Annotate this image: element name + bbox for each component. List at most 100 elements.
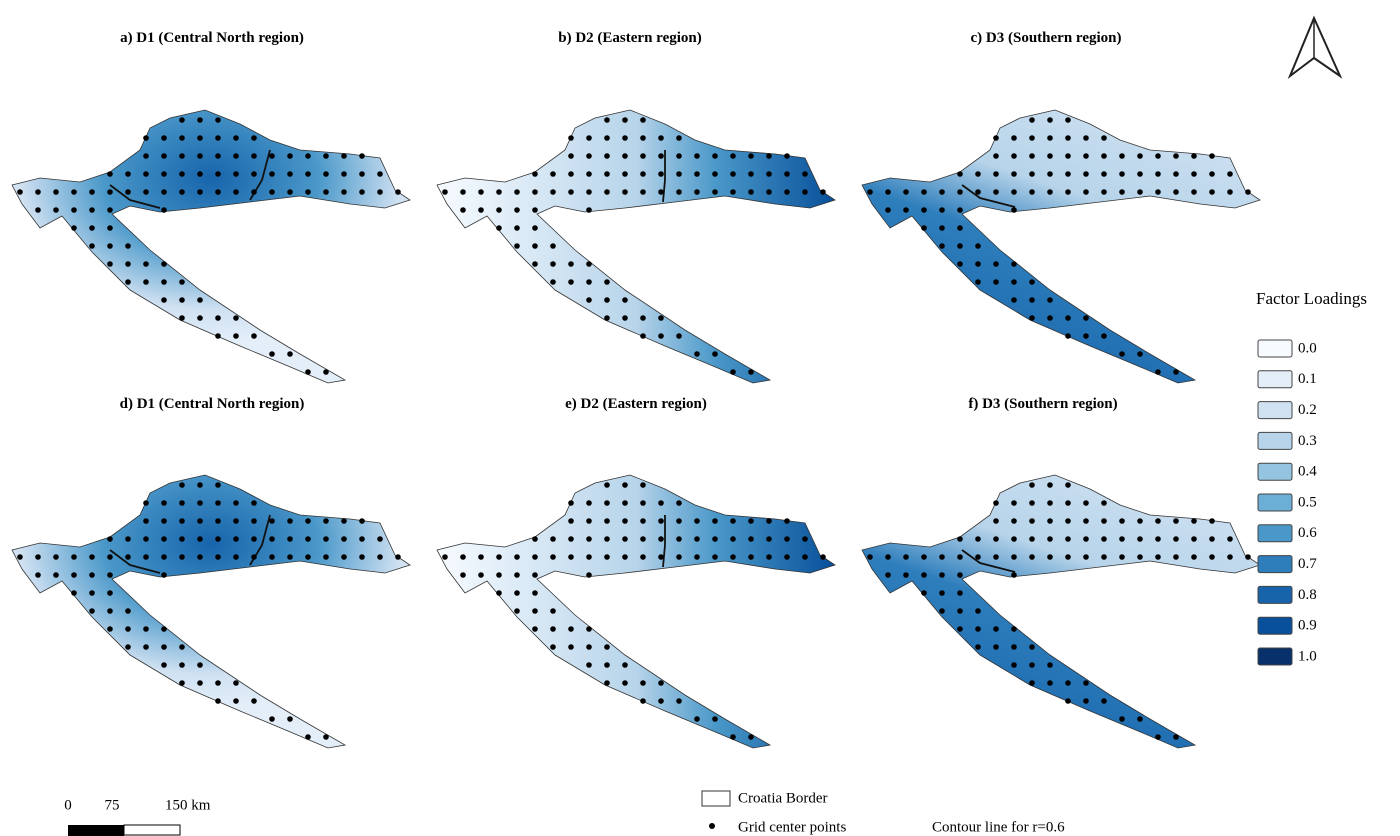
- grid-point: [766, 554, 772, 560]
- grid-point: [179, 135, 185, 141]
- legend-swatch: [1257, 647, 1293, 666]
- grid-point: [1101, 536, 1107, 542]
- grid-point: [568, 500, 574, 506]
- legend-label: 0.6: [1298, 525, 1317, 541]
- grid-point: [748, 518, 754, 524]
- grid-point: [1011, 500, 1017, 506]
- grid-point: [161, 626, 167, 632]
- grid-point: [975, 608, 981, 614]
- grid-point: [604, 171, 610, 177]
- grid-point: [640, 536, 646, 542]
- grid-point: [939, 554, 945, 560]
- grid-point: [1173, 734, 1179, 740]
- grid-point: [179, 482, 185, 488]
- grid-point: [1065, 518, 1071, 524]
- grid-point: [820, 189, 826, 195]
- grid-point: [1011, 572, 1017, 578]
- grid-point: [179, 536, 185, 542]
- grid-point: [586, 500, 592, 506]
- grid-point: [161, 554, 167, 560]
- grid-point: [748, 536, 754, 542]
- grid-point: [89, 608, 95, 614]
- grid-point: [1155, 536, 1161, 542]
- grid-point: [215, 171, 221, 177]
- panels: [11, 109, 1261, 749]
- grid-point: [1173, 153, 1179, 159]
- grid-point: [197, 518, 203, 524]
- grid-point: [1011, 171, 1017, 177]
- grid-point: [1119, 716, 1125, 722]
- grid-point: [1101, 698, 1107, 704]
- grid-point: [1047, 518, 1053, 524]
- grid-point: [993, 500, 999, 506]
- grid-point: [125, 608, 131, 614]
- grid-point: [179, 117, 185, 123]
- grid-point: [957, 243, 963, 249]
- grid-point: [975, 536, 981, 542]
- grid-point: [784, 189, 790, 195]
- grid-point: [1209, 153, 1215, 159]
- grid-point: [125, 554, 131, 560]
- scale-bar: [123, 824, 181, 836]
- grid-point: [975, 626, 981, 632]
- grid-point: [550, 189, 556, 195]
- grid-point: [532, 261, 538, 267]
- grid-point: [496, 554, 502, 560]
- grid-point: [125, 189, 131, 195]
- grid-point: [532, 171, 538, 177]
- grid-point: [179, 680, 185, 686]
- grid-point: [1011, 644, 1017, 650]
- legend-label: 0.2: [1298, 402, 1317, 418]
- grid-point: [1209, 554, 1215, 560]
- grid-point: [514, 554, 520, 560]
- grid-point: [125, 171, 131, 177]
- grid-point: [143, 171, 149, 177]
- grid-point: [1173, 171, 1179, 177]
- grid-point: [287, 189, 293, 195]
- grid-point: [1137, 518, 1143, 524]
- grid-point: [1047, 117, 1053, 123]
- grid-point: [197, 482, 203, 488]
- grid-point: [1209, 518, 1215, 524]
- grid-point: [1065, 482, 1071, 488]
- grid-point: [287, 351, 293, 357]
- grid-point: [1227, 536, 1233, 542]
- grid-point: [784, 518, 790, 524]
- legend-label: 0.3: [1298, 433, 1317, 449]
- grid-point: [1119, 554, 1125, 560]
- grid-point: [1029, 117, 1035, 123]
- grid-point: [676, 698, 682, 704]
- grid-point: [1065, 171, 1071, 177]
- panel-title: e) D2 (Eastern region): [565, 396, 707, 412]
- legend-swatch: [1257, 431, 1293, 450]
- grid-point: [107, 626, 113, 632]
- grid-point: [269, 171, 275, 177]
- grid-point: [1191, 171, 1197, 177]
- grid-point: [107, 554, 113, 560]
- grid-point: [323, 518, 329, 524]
- grid-point: [215, 117, 221, 123]
- grid-point: [658, 153, 664, 159]
- grid-point: [53, 572, 59, 578]
- grid-point: [179, 662, 185, 668]
- grid-point: [179, 644, 185, 650]
- grid-point: [305, 171, 311, 177]
- map-panel: [436, 109, 836, 384]
- grid-point: [1155, 189, 1161, 195]
- grid-point: [676, 554, 682, 560]
- grid-point: [478, 572, 484, 578]
- grid-point: [377, 171, 383, 177]
- grid-point: [161, 279, 167, 285]
- grid-point: [604, 518, 610, 524]
- grid-point: [460, 554, 466, 560]
- grid-point: [197, 135, 203, 141]
- grid-point: [957, 225, 963, 231]
- grid-point: [622, 680, 628, 686]
- grid-point: [514, 225, 520, 231]
- grid-point: [1083, 554, 1089, 560]
- grid-point: [867, 554, 873, 560]
- grid-point: [233, 153, 239, 159]
- grid-point: [287, 554, 293, 560]
- grid-point: [197, 117, 203, 123]
- grid-point: [885, 207, 891, 213]
